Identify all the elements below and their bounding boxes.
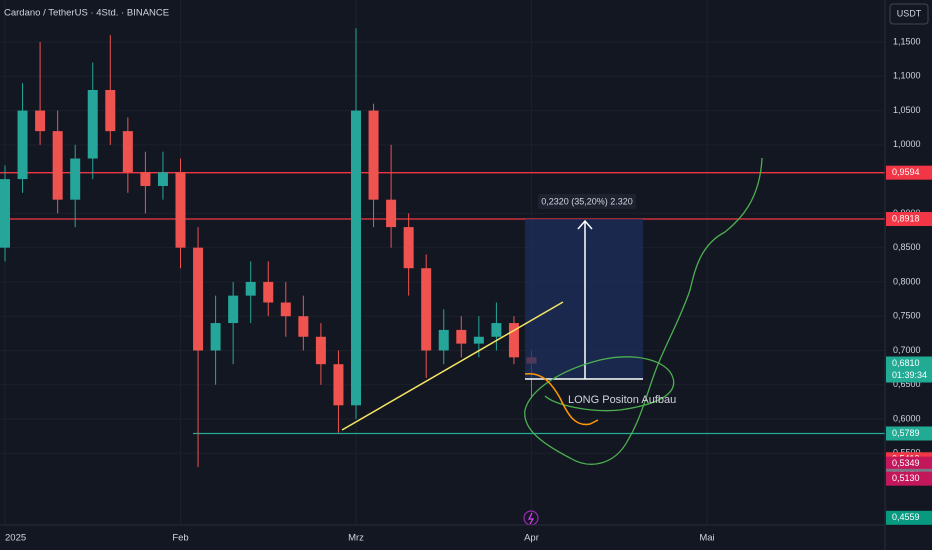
- y-tick-label: 0,8500: [893, 242, 921, 252]
- price-tag-label: 0,8918: [892, 213, 920, 223]
- candle-body: [0, 179, 10, 248]
- projection-curve: [524, 157, 763, 465]
- long-position-box: [525, 219, 643, 379]
- currency-label[interactable]: USDT: [897, 8, 922, 18]
- candle-body: [298, 316, 309, 337]
- candle-body: [403, 227, 414, 269]
- candle-body: [456, 329, 467, 344]
- y-tick-label: 0,6500: [893, 379, 921, 389]
- y-tick-label: 0,7500: [893, 311, 921, 321]
- measure-label: 0,2320 (35,20%) 2.320: [541, 196, 633, 206]
- candle-body: [491, 323, 502, 337]
- candle-body: [473, 336, 484, 344]
- candle-body: [70, 158, 81, 200]
- price-tag: [886, 165, 932, 180]
- y-tick-label: 1,1000: [893, 71, 921, 81]
- price-axis: 1,15001,10001,05001,00000,90000,85000,80…: [886, 36, 932, 525]
- candle-body: [315, 336, 326, 365]
- y-tick-label: 1,0000: [893, 139, 921, 149]
- y-tick-label: 0,6000: [893, 413, 921, 423]
- price-tag-label: 0,5349: [892, 458, 920, 468]
- price-tag: [886, 471, 932, 486]
- candle-body: [122, 131, 133, 173]
- candles: [0, 28, 537, 468]
- price-tag-label: 0,4559: [892, 512, 920, 522]
- candle-body: [140, 172, 151, 186]
- currency-button[interactable]: [889, 3, 929, 25]
- price-tag-label: 0,6810: [892, 358, 920, 368]
- candle-body: [386, 199, 397, 228]
- trend-line: [341, 301, 564, 431]
- y-tick-label: 1,0500: [893, 105, 921, 115]
- candle-body: [35, 110, 46, 132]
- price-tag-label: 0,5789: [892, 428, 920, 438]
- candle-body: [351, 110, 361, 406]
- candle-body: [263, 281, 274, 303]
- x-tick-label: Feb: [172, 533, 188, 544]
- candle-body: [210, 323, 221, 351]
- price-tag: [886, 212, 932, 227]
- candle-body: [87, 90, 98, 159]
- price-tag-label: 0,5130: [892, 473, 920, 483]
- x-tick-label: Apr: [524, 533, 539, 544]
- price-tag-label: 0,9594: [892, 167, 920, 177]
- candle-body: [193, 247, 204, 351]
- x-tick-label: Mrz: [348, 533, 364, 544]
- candle-body: [280, 302, 291, 317]
- candle-body: [105, 90, 116, 132]
- countdown: 01:39:34: [892, 370, 927, 380]
- candle-body: [438, 329, 449, 351]
- measure-label-bg: [538, 194, 636, 209]
- event-bolt: [528, 512, 535, 525]
- price-tag: [886, 456, 932, 471]
- price-tag: [886, 510, 932, 525]
- arrow-head: [577, 219, 593, 230]
- candle-body: [245, 281, 256, 296]
- candle-body: [17, 110, 28, 180]
- chart-title: Cardano / TetherUS · 4Std. · BINANCE: [4, 8, 169, 19]
- candle-body: [508, 323, 519, 358]
- price-tag: [886, 426, 932, 441]
- y-tick-label: 1,1500: [893, 36, 921, 46]
- candle-body: [368, 110, 379, 200]
- candle-body: [175, 172, 186, 248]
- y-tick-label: 0,7000: [893, 345, 921, 355]
- price-tag: [886, 356, 932, 383]
- dip-curve: [524, 372, 599, 426]
- candle-body: [157, 172, 168, 186]
- y-tick-label: 0,8000: [893, 276, 921, 286]
- candle-body: [228, 295, 239, 324]
- annotation: LONG Positon Aufbau: [568, 394, 676, 406]
- x-tick-label: Mai: [699, 533, 714, 544]
- x-tick-label: 2025: [5, 533, 26, 544]
- candle-body: [421, 268, 432, 351]
- candle-body: [52, 131, 63, 200]
- candle-body: [333, 364, 344, 406]
